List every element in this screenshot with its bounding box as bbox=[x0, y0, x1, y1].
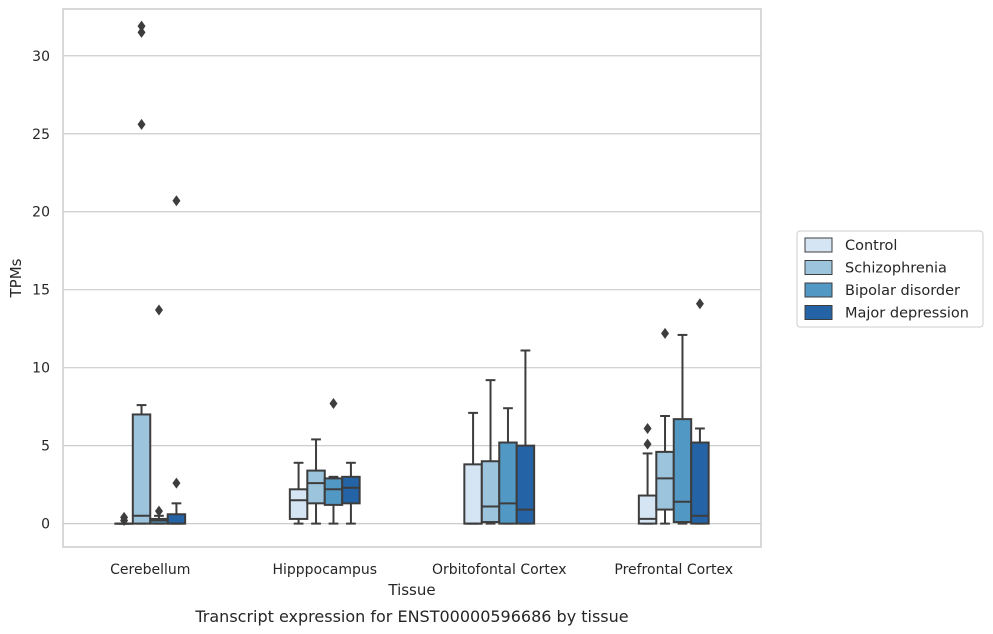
y-tick-label: 10 bbox=[32, 361, 50, 377]
x-axis-label: Tissue bbox=[387, 581, 435, 599]
box-iqr bbox=[306, 469, 326, 505]
box-schizophrenia bbox=[480, 379, 501, 525]
box-bipolar-disorder bbox=[498, 407, 518, 525]
box-iqr bbox=[498, 441, 518, 525]
x-tick-label: Prefrontal Cortex bbox=[614, 562, 733, 578]
chart-caption: Transcript expression for ENST0000059668… bbox=[194, 607, 628, 626]
y-tick-label: 0 bbox=[41, 517, 50, 533]
legend-frame bbox=[796, 230, 984, 328]
legend-label: Major depression bbox=[845, 306, 969, 322]
plot-frame bbox=[62, 8, 762, 548]
outlier-point bbox=[643, 422, 652, 434]
grid-lines bbox=[63, 55, 761, 525]
box-iqr bbox=[463, 463, 483, 525]
box-iqr bbox=[288, 488, 309, 520]
x-tick-label: Hipppocampus bbox=[272, 562, 377, 578]
y-tick-label: 30 bbox=[32, 49, 50, 65]
legend: Control Schizophrenia Bipolar disorder Majo… bbox=[796, 230, 984, 328]
x-tick-label: Cerebellum bbox=[110, 562, 190, 578]
outlier-point bbox=[661, 327, 670, 339]
outlier-point bbox=[137, 118, 146, 130]
box-control bbox=[463, 411, 483, 525]
box-major-depression bbox=[690, 298, 710, 525]
box-iqr bbox=[690, 441, 710, 525]
box-schizophrenia bbox=[655, 327, 675, 525]
box-iqr bbox=[515, 444, 536, 525]
legend-swatch bbox=[804, 305, 833, 320]
outlier-point bbox=[137, 20, 146, 32]
box-iqr bbox=[655, 450, 675, 511]
box-bipolar-disorder bbox=[672, 333, 693, 525]
legend-label: Control bbox=[845, 238, 897, 254]
box-major-depression bbox=[166, 195, 187, 525]
box-control bbox=[637, 422, 658, 525]
outlier-point bbox=[172, 477, 181, 489]
box-major-depression bbox=[341, 461, 361, 525]
y-axis-ticks: 0 5 10 15 20 25 30 bbox=[32, 49, 50, 533]
x-tick-label: Orbitofontal Cortex bbox=[432, 562, 567, 578]
legend-label: Bipolar disorder bbox=[845, 283, 960, 299]
y-tick-label: 20 bbox=[32, 205, 50, 221]
y-tick-label: 5 bbox=[41, 439, 50, 455]
legend-label: Schizophrenia bbox=[845, 261, 947, 277]
outlier-point bbox=[137, 26, 146, 38]
outlier-point bbox=[172, 195, 181, 207]
box-iqr bbox=[131, 413, 152, 525]
y-tick-label: 25 bbox=[32, 127, 50, 143]
box-major-depression bbox=[515, 349, 536, 525]
outlier-point bbox=[120, 511, 129, 523]
box-control bbox=[114, 511, 134, 526]
box-control bbox=[288, 461, 309, 525]
box-iqr bbox=[323, 477, 344, 506]
box-schizophrenia bbox=[131, 20, 152, 525]
y-tick-label: 15 bbox=[32, 283, 50, 299]
legend-swatch bbox=[804, 260, 833, 275]
outlier-point bbox=[154, 505, 163, 517]
outlier-point bbox=[329, 398, 338, 410]
box-bipolar-disorder bbox=[149, 304, 169, 525]
box-bipolar-disorder bbox=[323, 398, 344, 525]
outlier-point bbox=[643, 438, 652, 450]
box-schizophrenia bbox=[306, 438, 326, 525]
y-axis-label: TPMs bbox=[7, 258, 25, 298]
box-iqr bbox=[480, 460, 501, 524]
box-iqr bbox=[672, 418, 693, 524]
box-iqr bbox=[341, 475, 361, 505]
outlier-point bbox=[154, 304, 163, 316]
legend-swatch bbox=[804, 237, 833, 253]
box-series bbox=[114, 20, 710, 526]
legend-swatch bbox=[804, 282, 833, 298]
x-axis-ticks: Cerebellum Hipppocampus Orbitofontal Corte… bbox=[110, 562, 733, 578]
outlier-point bbox=[695, 298, 704, 310]
box-iqr bbox=[166, 513, 187, 525]
